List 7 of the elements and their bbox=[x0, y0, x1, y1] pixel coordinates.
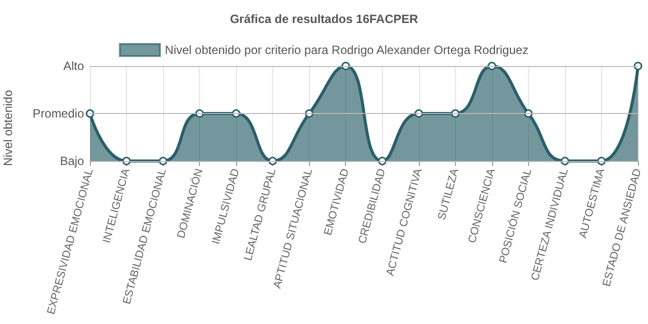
legend-label: Nivel obtenido por criterio para Rodrigo Alexander Ortega Rodriguez bbox=[164, 43, 528, 57]
chart-title: Gráfica de resultados 16FACPER bbox=[230, 12, 418, 26]
ref-line-label: Alto bbox=[63, 59, 84, 73]
ref-line-label: Promedio bbox=[32, 106, 84, 120]
ref-line-label: Bajo bbox=[60, 154, 84, 168]
x-tick-label: LEALTAD GRUPAL bbox=[242, 167, 278, 262]
y-axis-title: Nivel obtenido bbox=[1, 90, 15, 166]
